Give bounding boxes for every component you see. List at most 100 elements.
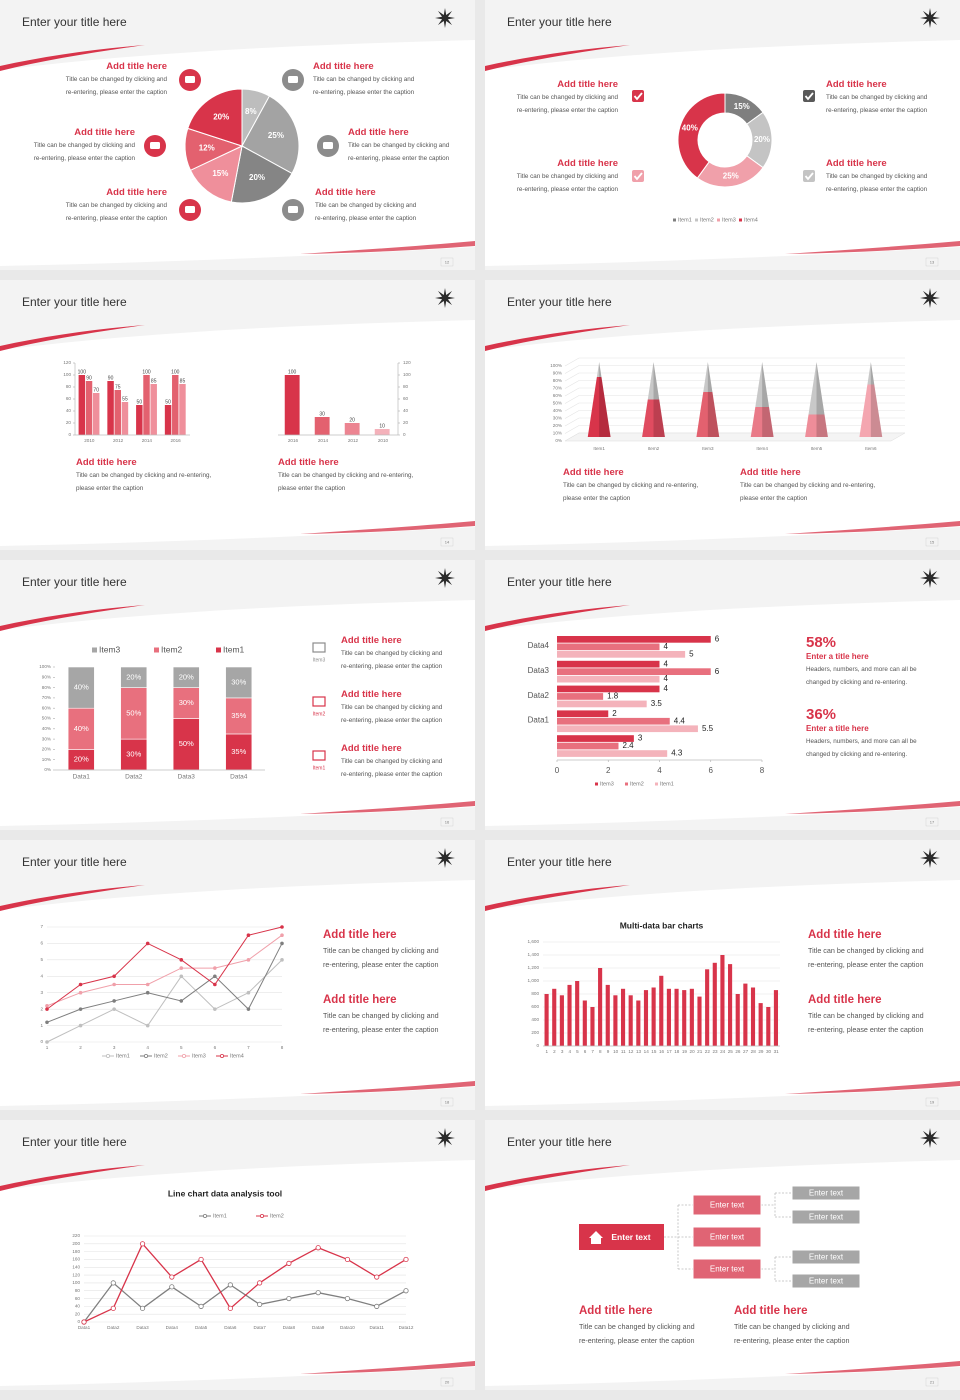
page-box xyxy=(440,1377,454,1387)
block-body: Title can be changed by clicking and xyxy=(516,173,618,180)
block-body: Title can be changed by clicking and re-… xyxy=(563,482,699,489)
marker xyxy=(112,974,116,979)
x-tick-label: 29 xyxy=(758,1049,764,1054)
bar-segment xyxy=(67,707,95,750)
block-body: Title can be changed by clicking and xyxy=(313,76,415,83)
marker xyxy=(169,1284,175,1290)
data-label: 4 xyxy=(664,642,669,651)
block-body: Title can be changed by clicking and xyxy=(323,1011,439,1020)
legend-swatch xyxy=(216,647,221,653)
block-heading: Add title here xyxy=(826,158,887,169)
marker xyxy=(45,1007,49,1011)
marker xyxy=(227,1305,233,1311)
data-label: 4.3 xyxy=(671,749,683,758)
block-heading: Add title here xyxy=(740,467,801,478)
slice-label: 12% xyxy=(199,143,215,152)
x-tick-label: 1 xyxy=(546,1049,549,1054)
y-tick-label: 140 xyxy=(72,1264,80,1269)
icon-label: Item1 xyxy=(313,765,326,771)
x-tick-label: 6 xyxy=(584,1049,587,1054)
block-heading: Add title here xyxy=(76,457,137,468)
block-body: re-entering, please enter the caption xyxy=(323,1025,439,1034)
y-tick-label: 70% xyxy=(42,695,51,700)
x-tick-label: 21 xyxy=(697,1049,703,1054)
icon-glyph xyxy=(185,206,195,213)
logo-star xyxy=(435,288,455,308)
x-tick-label: 2014 xyxy=(318,438,329,443)
bar xyxy=(674,988,679,1046)
x-tick-label: Data10 xyxy=(340,1325,355,1330)
cone-lower xyxy=(587,377,611,437)
bar xyxy=(582,1000,587,1046)
marker xyxy=(78,1023,83,1028)
legend-label: Item4 xyxy=(744,217,758,223)
marker xyxy=(112,999,116,1003)
page-box xyxy=(925,537,939,547)
marker xyxy=(403,1256,409,1263)
icon-glyph xyxy=(288,76,298,83)
y-tick-label: 10% xyxy=(553,431,562,436)
block-body: Title can be changed by clicking and xyxy=(579,1322,695,1331)
y-tick-label: 10% xyxy=(42,757,51,762)
bar xyxy=(374,429,390,435)
bar xyxy=(143,375,150,435)
block-body: Title can be changed by clicking and xyxy=(341,650,443,657)
data-label: 20% xyxy=(126,672,141,681)
block-body: Title can be changed by clicking and xyxy=(348,142,450,149)
bar xyxy=(85,381,93,435)
x-tick-label: 4 xyxy=(657,766,662,775)
block-body: re-entering, please enter the caption xyxy=(65,214,167,222)
marker xyxy=(374,1274,380,1280)
data-label: 90 xyxy=(108,375,114,381)
leaf-box xyxy=(791,1185,861,1201)
data-label: 100 xyxy=(171,369,180,375)
line xyxy=(83,1281,407,1323)
slice xyxy=(189,145,243,203)
slice-label: 15% xyxy=(212,169,228,178)
marker xyxy=(78,990,83,995)
y-tick-label: 4 xyxy=(40,974,43,979)
x-tick-label: 5 xyxy=(180,1045,183,1050)
logo-star xyxy=(920,1128,940,1148)
page-number: 12 xyxy=(445,259,450,264)
x-tick-label: 27 xyxy=(743,1049,749,1054)
marker xyxy=(213,974,217,979)
block-body: re-entering, please enter the caption xyxy=(808,960,924,969)
icon-glyph xyxy=(150,142,160,149)
bar xyxy=(620,988,626,1046)
cone-shade xyxy=(816,362,828,437)
bar-segment xyxy=(225,733,253,771)
legend-swatch xyxy=(739,218,742,222)
marker xyxy=(280,933,284,938)
checkbox xyxy=(803,90,815,102)
y-tick-label: 100 xyxy=(63,372,71,377)
block-body: Title can be changed by clicking and xyxy=(65,76,167,83)
header-band xyxy=(485,840,960,910)
block-heading: Add title here xyxy=(348,127,409,138)
y-tick-label: 160 xyxy=(72,1257,80,1262)
bar-segment xyxy=(172,687,200,719)
cone-lower xyxy=(642,399,665,437)
data-label: 3 xyxy=(638,734,643,743)
marker xyxy=(45,1004,49,1008)
x-tick-label: Item3 xyxy=(702,446,714,451)
block-heading: Add title here xyxy=(323,994,397,1006)
bar xyxy=(750,987,756,1046)
data-label: 55 xyxy=(122,396,128,402)
icon-glyph xyxy=(185,76,195,83)
data-label: 35% xyxy=(231,711,246,720)
data-label: 4 xyxy=(664,659,669,668)
page-box xyxy=(440,537,454,547)
cone-lower xyxy=(859,384,883,437)
bar xyxy=(697,996,702,1046)
block-body: re-entering, please enter the caption xyxy=(516,185,618,193)
x-tick-label: Data7 xyxy=(254,1325,267,1330)
slide: 14 0 20 40 60 80 100 120 2010 100 90 70 2012 90 75 55 20… xyxy=(0,280,475,550)
block-body: re-entering, please enter the caption xyxy=(313,88,415,96)
icon-glyph xyxy=(288,206,298,213)
page-box xyxy=(925,1377,939,1387)
footer-band xyxy=(0,527,475,550)
x-tick-label: 10 xyxy=(613,1049,619,1054)
slice xyxy=(187,88,243,147)
